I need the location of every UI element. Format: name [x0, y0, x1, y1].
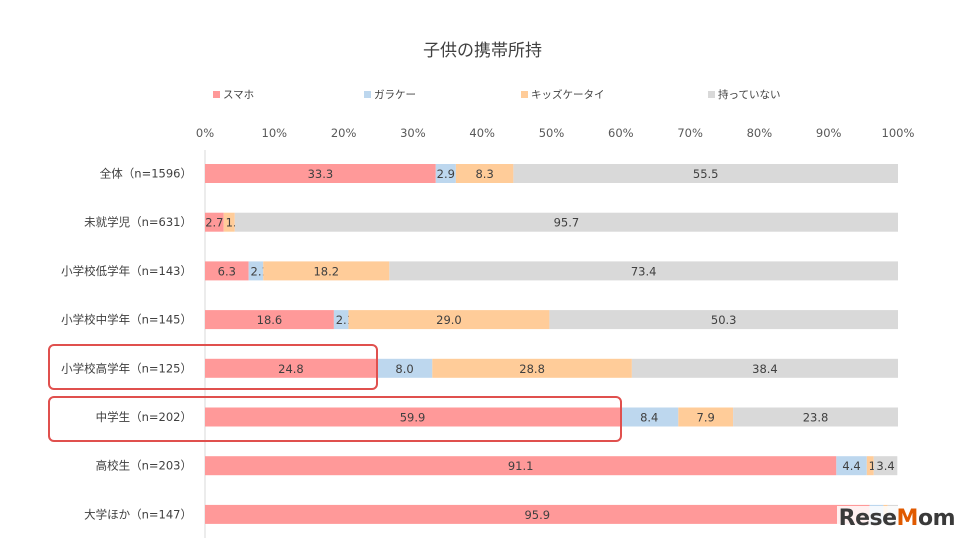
bar-segment: [435, 164, 456, 183]
category-label: 中学生（n=202）: [96, 410, 192, 424]
category-label: 小学校中学年（n=145）: [61, 313, 192, 327]
bar-segment: [234, 212, 898, 232]
x-tick-label: 0%: [196, 126, 214, 140]
bar-segment: [205, 164, 436, 183]
data-label: 55.5: [693, 167, 719, 181]
bar-segment: [205, 212, 224, 232]
data-label: 95.7: [554, 216, 580, 230]
bar-segment: [549, 310, 898, 330]
legend-item-kids-phone: キッズケータイ: [521, 87, 605, 102]
data-label: 8.0: [395, 362, 413, 376]
x-tick-label: 40%: [469, 126, 495, 140]
x-tick-label: 50%: [539, 126, 565, 140]
bar-segment: [248, 261, 264, 281]
bar-segment: [455, 164, 514, 183]
bar-segment: [223, 212, 235, 232]
bar-segment: [376, 358, 433, 378]
category-label: 小学校低学年（n=143）: [61, 264, 192, 278]
data-label: 7.9: [697, 411, 715, 425]
legend-item-smartphone: スマホ: [213, 87, 254, 102]
data-label: 91.1: [508, 459, 534, 473]
legend-item-none: 持っていない: [708, 87, 780, 102]
x-tick-label: 80%: [747, 126, 773, 140]
x-tick-label: 90%: [816, 126, 842, 140]
data-label: 73.4: [631, 264, 657, 278]
category-label: 高校生（n=203）: [96, 459, 192, 473]
bar-segment: [205, 261, 249, 281]
legend-swatch-smartphone: [213, 90, 220, 98]
data-label: 2.9: [437, 167, 455, 181]
data-label: 29.0: [436, 313, 462, 327]
x-tick-label: 30%: [400, 126, 426, 140]
data-label: 38.4: [752, 362, 778, 376]
bar-segment: [348, 310, 550, 330]
x-tick-label: 10%: [262, 126, 288, 140]
data-label: 4.4: [842, 459, 860, 473]
chart-title: 子供の携帯所持: [423, 41, 542, 61]
highlight-box-upper-elementary: [48, 344, 378, 390]
data-label: 95.9: [524, 508, 550, 522]
bar-segment: [866, 456, 874, 476]
bar-segment: [432, 358, 632, 378]
bar-segment: [205, 504, 870, 524]
data-label: 28.8: [519, 362, 545, 376]
x-tick-label: 60%: [608, 126, 634, 140]
bar-segment: [389, 261, 898, 281]
legend-label-feature-phone: ガラケー: [374, 89, 416, 101]
bar-segment: [205, 310, 334, 330]
bar-segment: [513, 164, 898, 183]
bar-segment: [873, 456, 898, 476]
bar-segment: [205, 456, 837, 476]
highlight-box-junior-high: [48, 396, 622, 442]
legend-item-feature-phone: ガラケー: [364, 87, 416, 102]
data-label: 6.3: [218, 264, 236, 278]
legend-label-smartphone: スマホ: [223, 89, 255, 101]
legend-swatch-feature-phone: [364, 90, 371, 98]
data-label: 18.6: [257, 313, 283, 327]
legend-swatch-none: [708, 90, 715, 98]
data-label: 50.3: [711, 313, 737, 327]
bar-segment: [263, 261, 390, 281]
category-label: 大学ほか（n=147）: [84, 507, 192, 521]
data-label: 23.8: [803, 411, 829, 425]
bar-segment: [620, 407, 679, 427]
bar-segment: [836, 456, 867, 476]
resemom-logo: ReseMom: [836, 506, 957, 532]
category-label: 未就学児（n=631）: [84, 215, 192, 229]
legend-swatch-kids-phone: [521, 90, 528, 98]
bar-segment: [678, 407, 734, 427]
data-label: 8.3: [475, 167, 493, 181]
data-label: 59.9: [400, 411, 426, 425]
bar-segment: [733, 407, 898, 427]
category-label: 小学校高学年（n=125）: [61, 361, 192, 375]
data-label: 18.2: [313, 264, 339, 278]
x-tick-label: 20%: [331, 126, 357, 140]
data-label: 8.4: [640, 411, 658, 425]
x-tick-label: 100%: [882, 126, 915, 140]
bar-segment: [205, 407, 621, 427]
category-label: 全体（n=1596）: [100, 167, 192, 181]
x-tick-label: 70%: [677, 126, 703, 140]
data-label: 33.3: [308, 167, 334, 181]
data-label: 24.8: [278, 362, 304, 376]
legend-label-none: 持っていない: [718, 89, 781, 101]
bar-segment: [205, 358, 377, 378]
data-label: 2.7: [205, 216, 223, 230]
bar-segment: [333, 310, 349, 330]
legend-label-kids-phone: キッズケータイ: [531, 89, 605, 101]
bar-segment: [631, 358, 898, 378]
data-label: 3.4: [876, 459, 894, 473]
